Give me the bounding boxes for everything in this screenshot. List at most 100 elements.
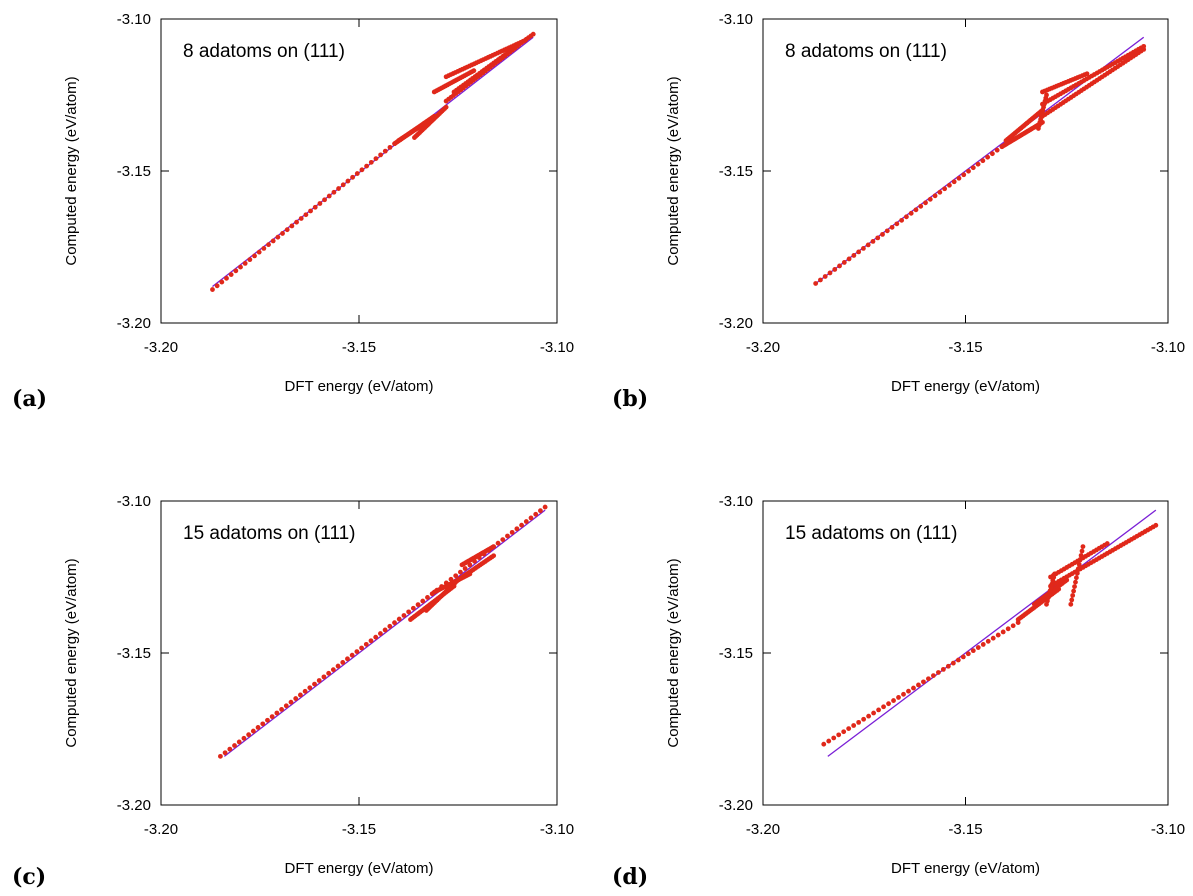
data-point [911,685,916,691]
data-point [340,660,346,665]
x-axis-label: DFT energy (eV/atom) [891,378,1040,395]
data-point [219,279,225,285]
data-point [406,609,412,615]
data-point [322,197,327,203]
y-tick-label: -3.20 [117,797,151,814]
x-tick-label: -3.10 [540,821,574,838]
data-point [975,161,981,167]
data-point [1068,601,1074,607]
data-point [1080,544,1086,549]
data-point [1079,548,1085,554]
data-point [921,679,926,685]
panel-annotation: 8 adatoms on (111) [183,41,345,62]
data-point [1071,588,1077,594]
data-point [937,189,943,195]
y-tick-label: -3.20 [719,315,753,332]
data-point [960,654,966,660]
data-point [382,148,388,154]
data-point [899,217,905,223]
chart-panel-1: -3.20 -3.15 -3.10 -3.20 -3.15 -3.10 DFT energy… [12,11,574,412]
data-point [836,732,842,738]
x-axis-label: DFT energy (eV/atom) [285,378,434,395]
x-axis-label: DFT energy (eV/atom) [285,860,434,877]
data-point [505,533,510,539]
data-point [1073,579,1078,585]
y-tick-label: -3.20 [719,797,753,814]
data-point [283,703,289,709]
data-point [335,663,341,669]
data-point [326,670,332,676]
data-point [307,685,313,691]
data-point [950,660,956,666]
fit-line [827,509,1157,757]
data-point [415,602,421,608]
data-point [368,159,374,165]
data-point [453,573,459,579]
data-point [881,704,886,710]
data-point [363,641,369,647]
fit-line [223,509,546,757]
data-point [916,682,921,688]
x-tick-label: -3.10 [540,339,574,356]
data-point [875,235,881,241]
data-point [918,203,924,209]
data-point [247,257,253,263]
data-point [227,746,233,752]
data-point [901,691,906,697]
data-point [345,178,351,184]
data-point [364,163,370,169]
data-point [861,716,867,722]
data-point [509,529,515,535]
data-point [443,104,449,110]
data-point [326,193,332,199]
data-point [514,526,520,532]
data-point [1074,575,1079,581]
data-point [965,651,971,657]
data-point [970,165,976,171]
chart-panel-3: -3.20 -3.15 -3.10 -3.20 -3.15 -3.10 DFT energy… [12,493,574,890]
data-point [906,688,911,694]
data-point [238,264,243,270]
data-point [985,154,991,160]
x-tick-label: -3.15 [342,821,376,838]
data-point [359,167,365,173]
data-point [378,631,383,636]
data-point [261,246,267,251]
x-axis-label: DFT energy (eV/atom) [891,860,1040,877]
data-point [279,706,284,712]
data-point [250,728,256,734]
data-point [889,224,895,230]
data-point [491,544,497,549]
data-point [260,721,266,727]
data-point [831,735,837,741]
data-point [233,268,239,274]
data-point [241,735,247,741]
y-tick-label: -3.10 [719,11,753,28]
chart-panel-2: -3.20 -3.15 -3.10 -3.20 -3.15 -3.10 DFT energy… [612,11,1185,412]
data-point [210,287,215,292]
data-point [940,666,946,672]
data-point [410,605,416,611]
data-point [236,739,242,745]
y-axis-label: Computed energy (eV/atom) [63,76,80,265]
scatter-series [218,504,548,759]
data-point [222,750,228,756]
y-tick-label: -3.10 [719,493,753,510]
data-point [995,632,1001,638]
scatter-series [813,43,1147,286]
data-point [961,172,967,178]
data-point [966,168,971,174]
data-point [856,719,862,725]
data-point [298,216,304,221]
data-point [345,656,350,662]
data-point [224,275,229,281]
data-point [252,253,257,259]
data-point [970,648,976,654]
data-point [876,707,881,713]
data-point [956,175,962,181]
data-point [350,174,356,180]
data-point [528,515,534,521]
data-point [354,171,360,176]
data-point [270,238,276,244]
